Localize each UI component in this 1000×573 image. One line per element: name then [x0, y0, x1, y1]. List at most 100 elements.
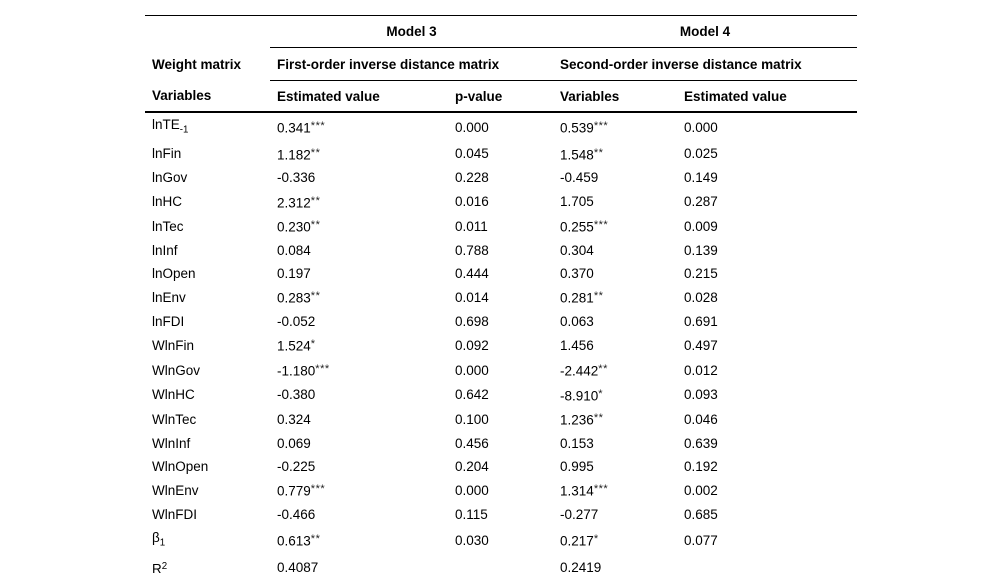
estimated-value-m4-cell: 1.456	[560, 337, 594, 353]
p-value-m4-cell: 0.000	[684, 119, 718, 135]
p-value-m4-cell: 0.215	[684, 266, 718, 282]
variable-label: WlnOpen	[152, 459, 209, 475]
p-value-m3-cell: 0.045	[455, 146, 489, 162]
variable-label: lnTec	[152, 218, 184, 234]
estimated-value-m3-cell: 2.312**	[277, 194, 321, 210]
model-header-row: Model 3 Model 4	[145, 15, 858, 48]
model-header-spacer	[145, 16, 270, 48]
p-value-m3-cell: 0.444	[455, 266, 489, 282]
estimated-value-m3-cell: -0.052	[277, 314, 316, 330]
variable-label: β1	[152, 530, 166, 549]
p-value-m4-cell: 0.139	[684, 242, 718, 258]
estimated-value-m3-cell: -0.466	[277, 506, 316, 522]
column-header-estimated-m4: Estimated value	[677, 80, 858, 113]
p-value-m4-cell: 0.287	[684, 194, 718, 210]
variable-label: WlnInf	[152, 435, 191, 451]
weight-matrix-row: Weight matrix First-order inverse distan…	[145, 47, 858, 81]
estimated-value-m4-cell: 0.370	[560, 266, 594, 282]
p-value-m4-cell: 0.077	[684, 532, 718, 548]
p-value-m4-cell: 0.046	[684, 411, 718, 427]
estimated-value-m4-cell: 1.548**	[560, 146, 604, 162]
table-row: WlnFin 1.524* 0.092 1.456 0.497	[145, 333, 857, 358]
estimated-value-m3-cell: -0.225	[277, 459, 316, 475]
p-value-m4-cell: 0.025	[684, 146, 718, 162]
estimated-value-m4-cell: -0.459	[560, 170, 599, 186]
p-value-m3-cell: 0.030	[455, 532, 489, 548]
p-value-m3-cell: 0.014	[455, 290, 489, 306]
estimated-value-m4-cell: -8.910*	[560, 387, 604, 403]
p-value-m4-cell: 0.149	[684, 170, 718, 186]
table-row: WlnTec 0.324 0.100 1.236** 0.046	[145, 407, 857, 432]
variable-label: R2	[152, 560, 168, 573]
table-row: lnInf 0.084 0.788 0.304 0.139	[145, 239, 857, 262]
variable-label: lnFin	[152, 146, 182, 162]
table-row: WlnGov -1.180*** 0.000 -2.442** 0.012	[145, 358, 857, 383]
estimated-value-m3-cell: 0.283**	[277, 290, 321, 306]
p-value-m4-cell: 0.192	[684, 459, 718, 475]
significance-stars: **	[310, 194, 321, 207]
p-value-m4-cell: 0.685	[684, 506, 718, 522]
column-header-estimated-m3: Estimated value	[270, 80, 448, 113]
column-header-variables-m4: Variables	[553, 80, 678, 113]
table-row: lnFDI -0.052 0.698 0.063 0.691	[145, 310, 857, 333]
p-value-m3-cell: 0.011	[455, 218, 488, 234]
significance-stars: **	[310, 146, 321, 159]
p-value-m4-cell	[677, 555, 857, 573]
p-value-m3-cell: 0.000	[455, 362, 489, 378]
column-header-variables-m3: Variables	[145, 80, 270, 113]
column-header-row: Variables Estimated value p-value Variab…	[145, 80, 858, 113]
estimated-value-m4-cell: 1.236**	[560, 412, 604, 428]
estimated-value-m4-cell: -0.277	[560, 506, 599, 522]
significance-stars: *	[593, 533, 599, 546]
estimated-value-m3-cell: 0.341***	[277, 120, 326, 136]
table-row: WlnOpen -0.225 0.204 0.995 0.192	[145, 455, 857, 478]
variable-label: lnOpen	[152, 266, 196, 282]
p-value-m4-cell: 0.012	[684, 362, 718, 378]
estimated-value-m3-cell: 0.084	[277, 242, 311, 258]
table-row: WlnHC -0.380 0.642 -8.910* 0.093	[145, 383, 857, 408]
estimated-value-m4-cell: 0.255***	[560, 219, 609, 235]
estimated-value-m4-cell: 0.063	[560, 314, 594, 330]
significance-stars: **	[593, 146, 604, 159]
estimated-value-m4-cell: 0.153	[560, 435, 594, 451]
p-value-m4-cell: 0.497	[684, 337, 718, 353]
variable-label: WlnHC	[152, 387, 195, 403]
p-value-m3-cell: 0.000	[455, 483, 489, 498]
p-value-m3-cell: 0.228	[455, 170, 489, 186]
significance-stars: *	[310, 338, 316, 351]
significance-stars: ***	[593, 120, 609, 133]
table-row: R2 0.4087 0.2419	[145, 555, 857, 573]
variable-label: WlnFin	[152, 337, 195, 353]
table-row: lnFin 1.182** 0.045 1.548** 0.025	[145, 142, 857, 167]
p-value-m4-cell: 0.002	[684, 483, 718, 498]
table-row: lnGov -0.336 0.228 -0.459 0.149	[145, 166, 857, 189]
p-value-m3-cell: 0.016	[455, 194, 489, 210]
estimated-value-m4-cell: 0.995	[560, 459, 594, 475]
variable-label: lnFDI	[152, 314, 185, 330]
estimated-value-m4-cell: 0.539***	[560, 120, 609, 136]
significance-stars: **	[593, 412, 604, 425]
p-value-m3-cell: 0.115	[455, 506, 488, 522]
p-value-m4-cell: 0.093	[684, 387, 718, 403]
p-value-m3-cell: 0.642	[455, 387, 489, 403]
table-row: lnTec 0.230** 0.011 0.255*** 0.009	[145, 214, 857, 239]
estimated-value-m3-cell: 0.197	[277, 266, 311, 282]
model3-header: Model 3	[270, 15, 554, 48]
estimated-value-m3-cell: 0.230**	[277, 219, 321, 235]
p-value-m4-cell: 0.009	[684, 218, 718, 234]
p-value-m3-cell: 0.456	[455, 435, 489, 451]
variable-label: lnTE-1	[152, 117, 189, 136]
estimated-value-m4-cell: 0.304	[560, 242, 594, 258]
significance-stars: **	[593, 290, 604, 303]
p-value-m3-cell: 0.000	[455, 119, 489, 135]
estimated-value-m4-cell: 1.705	[560, 194, 594, 210]
significance-stars: **	[310, 290, 321, 303]
variable-label: WlnGov	[152, 362, 201, 378]
variable-label: lnGov	[152, 170, 188, 186]
significance-stars: ***	[310, 483, 326, 496]
variable-label: WlnEnv	[152, 483, 199, 498]
significance-stars: *	[598, 387, 604, 400]
column-header-pvalue-m3: p-value	[448, 80, 554, 113]
model4-header: Model 4	[553, 15, 858, 48]
